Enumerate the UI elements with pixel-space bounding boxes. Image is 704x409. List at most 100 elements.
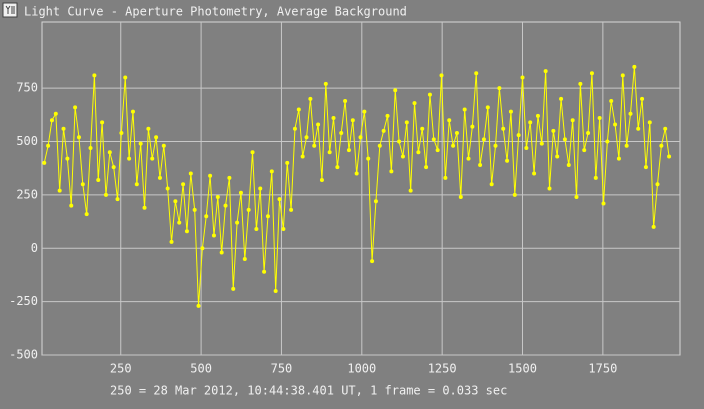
data-point xyxy=(578,81,583,86)
data-point xyxy=(254,227,259,232)
data-point xyxy=(535,113,540,118)
data-point xyxy=(616,156,621,161)
data-point xyxy=(624,143,629,148)
data-point xyxy=(130,109,135,114)
data-point xyxy=(613,122,618,127)
data-point xyxy=(628,111,633,116)
data-point xyxy=(319,177,324,182)
data-point xyxy=(103,192,108,197)
y-tick-label: 250 xyxy=(16,187,38,201)
data-point xyxy=(547,186,552,191)
y-tick-label: 0 xyxy=(31,241,38,255)
data-point xyxy=(385,113,390,118)
data-point xyxy=(559,96,564,101)
data-point xyxy=(431,137,436,142)
data-point xyxy=(632,64,637,69)
data-point xyxy=(92,73,97,78)
data-point xyxy=(520,75,525,80)
data-point xyxy=(373,199,378,204)
data-point xyxy=(215,195,220,200)
data-point xyxy=(169,239,174,244)
data-point xyxy=(246,207,251,212)
data-point xyxy=(586,131,591,135)
data-point xyxy=(300,154,305,159)
data-point xyxy=(339,131,344,135)
data-point xyxy=(420,126,425,131)
data-point xyxy=(447,118,452,123)
data-point xyxy=(107,150,112,155)
data-point xyxy=(219,250,224,255)
data-point xyxy=(512,192,517,197)
data-point xyxy=(227,175,232,180)
data-point xyxy=(551,128,556,133)
data-point xyxy=(204,214,209,219)
y-tick-label: 750 xyxy=(16,81,38,95)
data-point xyxy=(659,143,664,148)
data-point xyxy=(393,88,398,93)
data-point xyxy=(424,165,429,170)
data-point xyxy=(208,173,213,178)
data-point xyxy=(192,207,197,212)
data-point xyxy=(292,126,297,131)
data-point xyxy=(524,145,529,150)
data-point xyxy=(258,186,263,191)
data-point xyxy=(127,156,132,161)
data-point xyxy=(42,160,47,165)
data-point xyxy=(88,145,93,150)
data-point xyxy=(184,229,189,234)
data-point xyxy=(277,197,282,202)
data-point xyxy=(605,139,610,144)
data-point xyxy=(566,163,571,168)
data-point xyxy=(350,118,355,123)
data-point xyxy=(154,135,159,140)
window-title: Light Curve - Aperture Photometry, Avera… xyxy=(24,5,407,19)
data-point xyxy=(173,199,178,204)
data-point xyxy=(397,139,402,144)
data-point xyxy=(505,158,510,163)
data-point xyxy=(377,143,382,148)
data-point xyxy=(466,156,471,161)
data-point xyxy=(443,175,448,180)
data-point xyxy=(539,141,544,146)
data-point xyxy=(532,171,537,176)
data-point xyxy=(157,175,162,180)
data-point xyxy=(231,286,236,291)
data-point xyxy=(416,150,421,155)
data-point xyxy=(640,96,645,101)
data-point xyxy=(200,246,205,251)
data-point xyxy=(123,75,128,80)
data-point xyxy=(470,124,475,129)
data-point xyxy=(53,111,58,116)
data-point xyxy=(281,227,286,232)
data-point xyxy=(370,259,375,264)
data-point xyxy=(165,186,170,191)
data-point xyxy=(312,143,317,148)
data-point xyxy=(389,169,394,174)
data-point xyxy=(346,148,351,153)
window-icon xyxy=(2,2,18,18)
data-point xyxy=(69,203,74,208)
data-point xyxy=(601,201,606,206)
data-point xyxy=(381,128,386,133)
x-tick-label: 500 xyxy=(190,362,212,376)
data-point xyxy=(570,118,575,123)
data-point xyxy=(308,96,313,101)
data-point xyxy=(316,122,321,127)
data-point xyxy=(61,126,66,131)
data-point xyxy=(111,165,116,170)
data-point xyxy=(458,195,463,200)
data-point xyxy=(331,116,336,121)
data-point xyxy=(555,154,560,159)
data-point xyxy=(501,126,506,131)
data-point xyxy=(493,143,498,148)
data-point xyxy=(304,135,309,140)
x-tick-label: 1500 xyxy=(508,362,537,376)
data-point xyxy=(238,190,243,195)
data-point xyxy=(516,133,521,138)
data-point xyxy=(597,116,602,121)
data-point xyxy=(589,71,594,76)
data-point xyxy=(80,182,85,187)
data-point xyxy=(235,220,240,225)
data-point xyxy=(296,107,301,112)
